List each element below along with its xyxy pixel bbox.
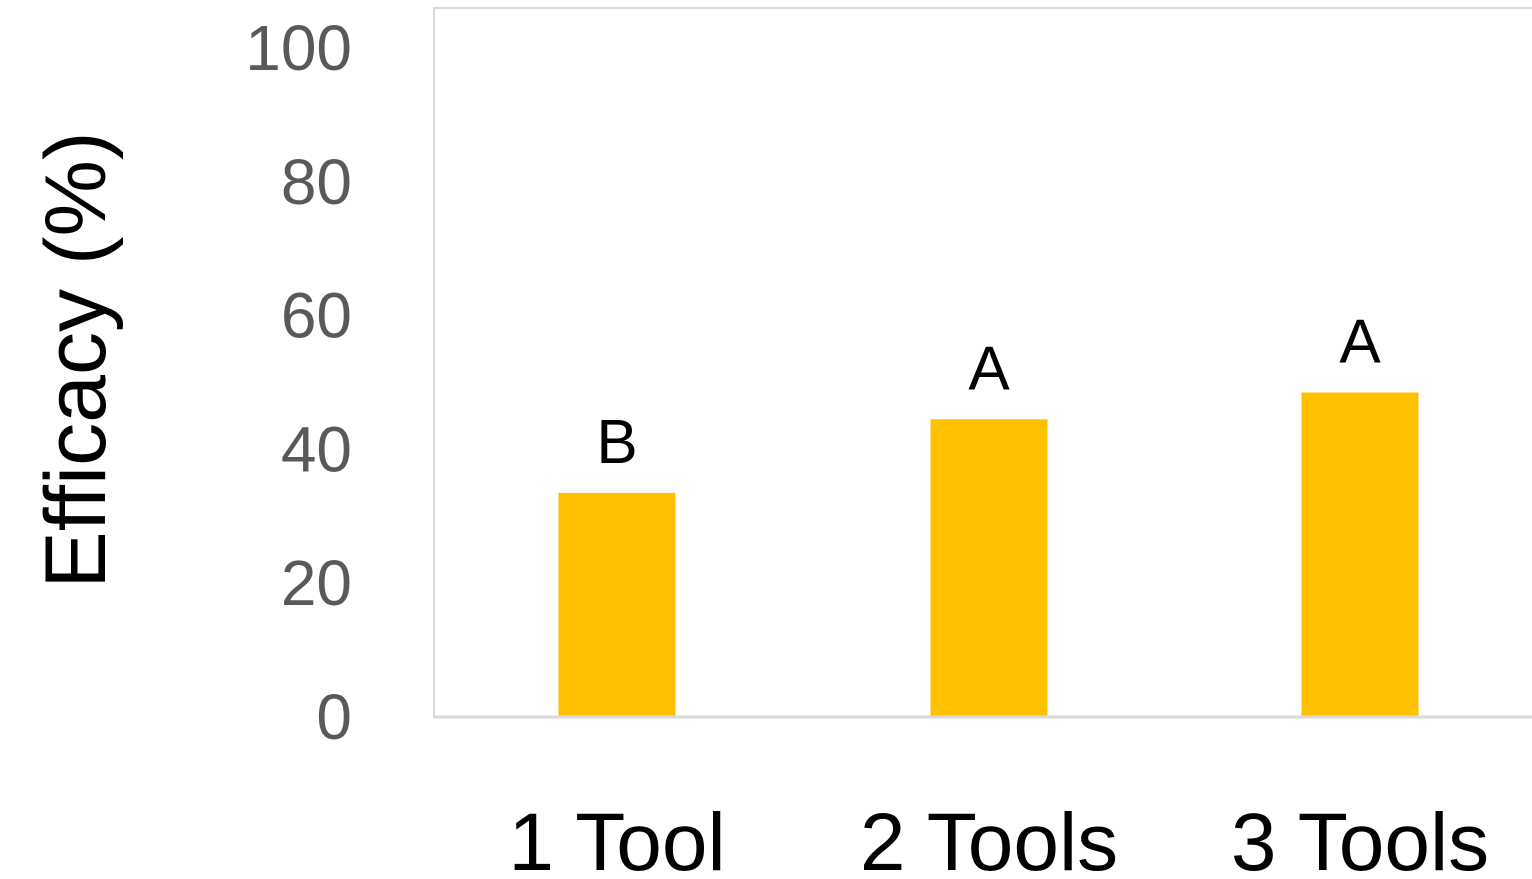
bar <box>1301 392 1419 717</box>
x-category-label: 3 Tools <box>1231 797 1489 879</box>
x-tick-labels: 1 Tool 2 Tools 3 Tools <box>508 797 1489 879</box>
bars <box>558 392 1419 717</box>
x-category-label: 2 Tools <box>860 797 1118 879</box>
bar <box>930 419 1048 717</box>
bar-data-label: A <box>968 334 1010 403</box>
x-category-label: 1 Tool <box>508 797 725 879</box>
bar-data-label: B <box>596 408 637 477</box>
y-tick-label: 0 <box>316 681 352 753</box>
y-tick-label: 100 <box>245 12 352 84</box>
y-tick-label: 60 <box>281 280 352 352</box>
y-tick-label: 40 <box>281 413 352 485</box>
bar-data-label: A <box>1339 308 1381 377</box>
y-axis-title: Efficacy (%) <box>28 131 124 588</box>
bar <box>558 492 676 717</box>
data-labels: B A A <box>596 308 1381 477</box>
y-tick-label: 20 <box>281 547 352 619</box>
y-tick-labels: 0 20 40 60 80 100 <box>245 12 352 753</box>
y-tick-label: 80 <box>281 146 352 218</box>
